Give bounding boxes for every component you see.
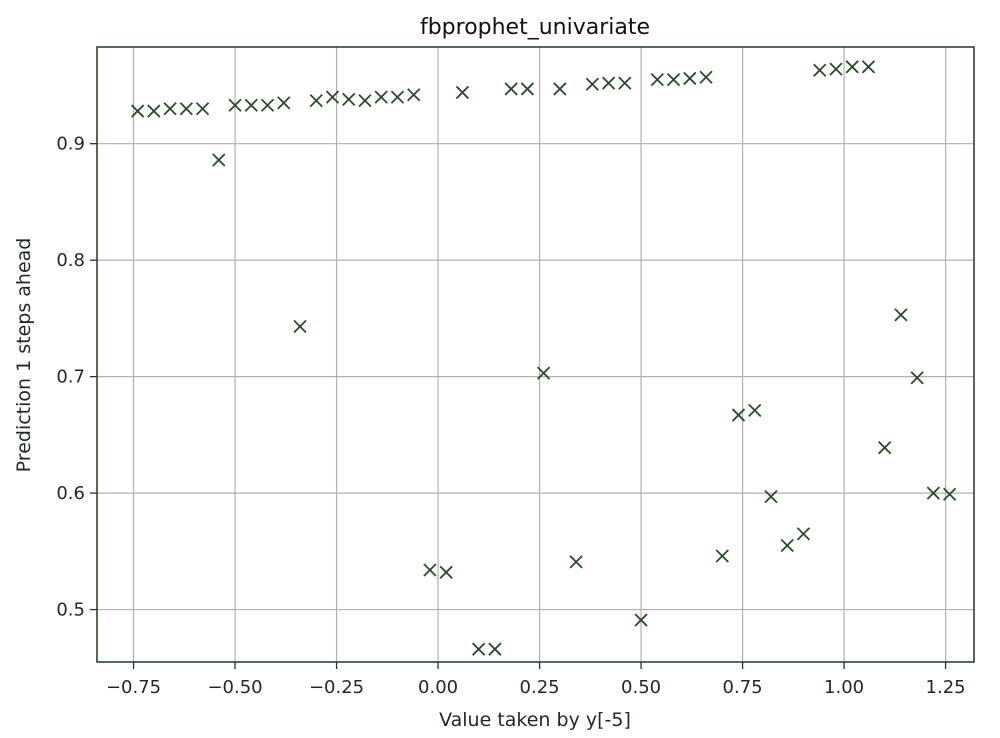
data-point <box>488 642 502 656</box>
data-point <box>943 487 957 501</box>
data-point <box>536 366 551 380</box>
data-point <box>179 102 193 116</box>
data-point <box>228 98 242 112</box>
data-point <box>325 90 340 104</box>
data-point <box>374 90 388 104</box>
x-axis-title: Value taken by y[-5] <box>439 709 631 731</box>
data-point <box>780 538 794 553</box>
y-tick-label: 0.5 <box>56 600 85 621</box>
plot-frame <box>96 46 975 663</box>
data-point <box>390 90 405 104</box>
data-point <box>260 98 275 112</box>
grid-layer <box>97 47 974 662</box>
data-point <box>650 72 664 87</box>
data-point <box>845 60 859 74</box>
x-tick-label: 0.00 <box>418 677 458 698</box>
x-tick-label: −0.75 <box>106 677 161 698</box>
data-point <box>244 98 258 112</box>
data-point <box>585 77 599 91</box>
data-point <box>293 319 307 334</box>
x-tick-label: 1.00 <box>824 677 864 698</box>
data-point <box>926 486 941 500</box>
data-point <box>277 96 291 110</box>
data-point <box>764 489 778 504</box>
data-point <box>715 549 729 563</box>
data-point <box>212 153 226 167</box>
data-point <box>894 308 908 322</box>
data-point <box>309 93 323 108</box>
data-point <box>472 642 486 656</box>
data-point <box>147 104 161 118</box>
data-point <box>861 60 876 74</box>
data-point <box>553 82 567 96</box>
data-point <box>439 565 453 579</box>
data-point <box>618 76 632 90</box>
data-point <box>748 403 762 418</box>
data-point <box>699 70 713 84</box>
y-tick-label: 0.9 <box>56 134 85 155</box>
x-tick-label: 0.50 <box>621 677 661 698</box>
ticks-layer: −0.75 −0.50 −0.25 0.00 0.25 0.50 0.75 1.00 1.25 0… <box>56 134 965 698</box>
data-point <box>910 371 924 385</box>
data-point <box>423 563 437 577</box>
y-axis-title: Prediction 1 steps ahead <box>13 238 35 473</box>
data-point <box>666 72 681 87</box>
data-point <box>796 527 811 541</box>
x-tick-label: 0.25 <box>520 677 560 698</box>
data-point <box>455 85 470 100</box>
y-tick-label: 0.8 <box>56 250 85 271</box>
data-point <box>813 63 827 77</box>
x-tick-label: 0.75 <box>723 677 763 698</box>
data-point <box>342 92 356 107</box>
data-point <box>829 62 843 76</box>
data-point <box>504 82 518 96</box>
x-tick-label: −0.25 <box>309 677 364 698</box>
data-point <box>569 555 583 569</box>
data-point <box>407 88 421 102</box>
x-tick-label: 1.25 <box>926 677 966 698</box>
y-tick-label: 0.6 <box>56 483 85 504</box>
chart-title: fbprophet_univariate <box>420 15 650 40</box>
data-point <box>195 102 210 116</box>
data-point <box>130 104 145 118</box>
data-point <box>683 71 697 86</box>
points-layer <box>130 60 957 656</box>
data-point <box>731 408 746 422</box>
data-point <box>601 76 616 90</box>
y-tick-label: 0.7 <box>56 367 85 388</box>
data-point <box>163 102 177 116</box>
data-point <box>878 441 892 455</box>
data-point <box>634 613 648 627</box>
x-tick-label: −0.50 <box>207 677 262 698</box>
data-point <box>520 82 535 96</box>
data-point <box>358 93 372 108</box>
